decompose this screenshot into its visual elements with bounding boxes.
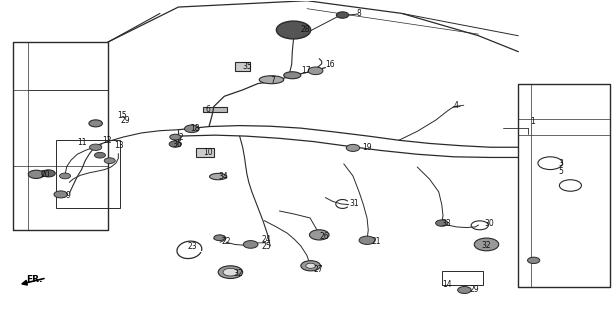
Text: 23: 23 — [187, 242, 197, 251]
Text: 29: 29 — [120, 116, 130, 125]
Circle shape — [95, 152, 106, 158]
Circle shape — [54, 191, 68, 198]
Bar — [56, 140, 120, 208]
Text: 16: 16 — [325, 60, 335, 69]
Circle shape — [169, 141, 181, 147]
Text: 3: 3 — [558, 159, 563, 168]
Circle shape — [527, 257, 540, 264]
Text: 13: 13 — [114, 141, 123, 150]
Text: 20: 20 — [41, 170, 50, 179]
Bar — [203, 108, 227, 112]
Text: 21: 21 — [371, 237, 381, 246]
Circle shape — [276, 21, 311, 39]
Text: 11: 11 — [77, 138, 87, 147]
Circle shape — [436, 220, 448, 226]
Text: 5: 5 — [558, 167, 563, 176]
Text: 22: 22 — [221, 237, 231, 246]
Circle shape — [346, 144, 360, 151]
Text: 27: 27 — [313, 265, 323, 275]
Ellipse shape — [209, 173, 227, 180]
Text: 1: 1 — [530, 117, 535, 126]
Text: 4: 4 — [454, 101, 459, 110]
Circle shape — [359, 236, 375, 244]
Circle shape — [214, 235, 225, 241]
Circle shape — [336, 12, 349, 18]
Circle shape — [90, 144, 102, 150]
Circle shape — [457, 286, 471, 293]
Circle shape — [89, 120, 103, 127]
Text: FR.: FR. — [26, 275, 42, 284]
Text: 18: 18 — [190, 124, 200, 132]
Circle shape — [28, 170, 44, 179]
Circle shape — [309, 230, 329, 240]
Text: 33: 33 — [442, 219, 451, 228]
Text: 15: 15 — [117, 111, 126, 120]
Text: 25: 25 — [261, 242, 271, 251]
Circle shape — [301, 261, 321, 271]
Circle shape — [218, 266, 243, 278]
Text: 6: 6 — [206, 105, 211, 114]
Text: 34: 34 — [218, 172, 228, 181]
Text: 32: 32 — [481, 241, 491, 250]
Circle shape — [104, 158, 115, 164]
Text: 31: 31 — [350, 198, 360, 207]
Bar — [235, 62, 250, 71]
Text: 9: 9 — [65, 190, 70, 200]
Circle shape — [60, 173, 71, 179]
Text: 2: 2 — [178, 133, 183, 142]
Text: 30: 30 — [484, 219, 494, 228]
Circle shape — [306, 263, 316, 268]
Ellipse shape — [259, 76, 284, 84]
Text: 26: 26 — [319, 232, 329, 241]
Text: 36: 36 — [172, 140, 182, 149]
Circle shape — [243, 241, 258, 248]
Circle shape — [42, 170, 55, 177]
Text: 24: 24 — [261, 235, 271, 244]
Text: 32: 32 — [233, 268, 243, 278]
Text: 12: 12 — [102, 136, 111, 145]
Text: 10: 10 — [203, 148, 212, 156]
Text: 19: 19 — [362, 143, 371, 152]
Circle shape — [308, 67, 323, 75]
Text: 35: 35 — [243, 61, 252, 70]
Text: 8: 8 — [356, 9, 361, 18]
Text: 17: 17 — [301, 66, 311, 75]
Ellipse shape — [284, 72, 301, 79]
Circle shape — [223, 268, 238, 276]
Circle shape — [184, 125, 199, 132]
Bar — [195, 148, 214, 157]
Text: 29: 29 — [469, 285, 479, 294]
Text: 14: 14 — [442, 280, 451, 289]
Bar — [442, 270, 483, 285]
Text: 7: 7 — [270, 76, 275, 85]
Circle shape — [474, 238, 499, 251]
Circle shape — [170, 134, 181, 140]
Text: 28: 28 — [301, 25, 310, 34]
